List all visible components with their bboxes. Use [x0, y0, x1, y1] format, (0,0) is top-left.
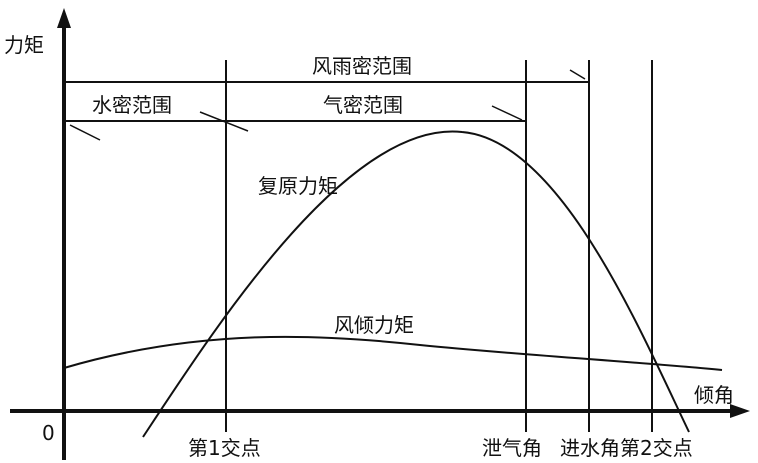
watertight-left-tick — [69, 124, 101, 141]
second-intersection-label: 第2交点 — [620, 436, 693, 460]
wind-heeling-moment-label: 风倾力矩 — [334, 313, 414, 337]
airtight-right-tick — [491, 105, 523, 121]
x-axis-label: 倾角 — [694, 383, 734, 407]
y-axis-label: 力矩 — [4, 33, 44, 57]
weathertight-range-label: 风雨密范围 — [312, 54, 412, 78]
first-intersection-label: 第1交点 — [188, 436, 261, 460]
y-axis-arrowhead — [57, 8, 71, 28]
weathertight-right-tick — [569, 69, 586, 80]
origin-label: 0 — [42, 421, 55, 445]
watertight-range-label: 水密范围 — [92, 93, 172, 117]
x-axis-arrowhead — [730, 404, 750, 418]
downflooding-water-label: 进水角 — [560, 436, 620, 460]
righting-moment-curve — [142, 130, 690, 438]
righting-moment-label: 复原力矩 — [258, 174, 338, 198]
airtight-range-label: 气密范围 — [323, 93, 403, 117]
watertight-right-tick — [199, 111, 249, 132]
wind-heeling-moment-curve — [63, 335, 723, 371]
downflooding-air-label: 泄气角 — [482, 436, 542, 460]
